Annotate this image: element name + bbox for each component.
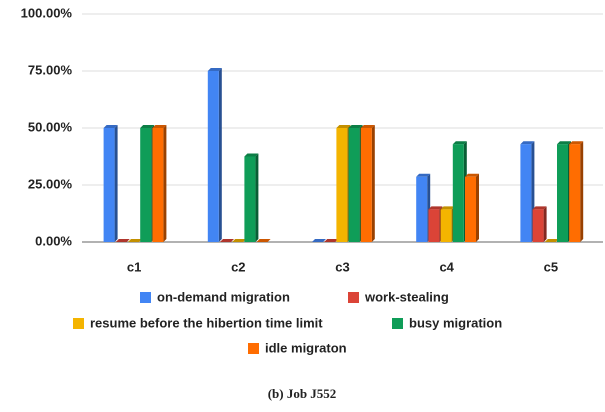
bar: [569, 144, 581, 242]
bar-top: [336, 125, 351, 128]
bar-top: [207, 68, 222, 71]
bar-top: [103, 125, 118, 128]
bar: [440, 209, 452, 242]
x-tick-label: c3: [335, 259, 349, 274]
y-tick-label: 50.00%: [28, 119, 73, 134]
bar: [520, 144, 532, 242]
bar-top: [544, 239, 559, 242]
bar: [428, 209, 440, 242]
bar-side: [543, 206, 547, 242]
bar-top: [244, 153, 259, 157]
bar-top: [465, 173, 479, 177]
bar-side: [580, 141, 584, 242]
legend-label: resume before the hibertion time limit: [90, 315, 323, 330]
bar: [152, 128, 164, 242]
bar: [465, 176, 476, 242]
y-tick-label: 25.00%: [28, 176, 73, 191]
legend-swatch: [73, 318, 84, 329]
y-tick-label: 0.00%: [35, 233, 72, 248]
bar-top: [440, 206, 455, 210]
bar-side: [371, 125, 375, 242]
x-tick-label: c5: [544, 259, 558, 274]
x-tick-label: c2: [231, 259, 245, 274]
bar-top: [348, 125, 363, 128]
bar: [348, 128, 360, 242]
bar: [244, 156, 256, 242]
bar-side: [163, 125, 167, 242]
bar-top: [452, 141, 467, 145]
caption: (b) Job J552: [268, 386, 337, 401]
bar-top: [324, 239, 339, 242]
bar: [452, 144, 464, 242]
legend-swatch: [348, 292, 359, 303]
bar-top: [140, 125, 155, 128]
legend-label: busy migration: [409, 315, 502, 330]
legend-swatch: [140, 292, 151, 303]
bar-top: [232, 239, 247, 242]
bar: [336, 128, 348, 242]
bar: [557, 144, 568, 242]
legend-label: work-stealing: [364, 289, 449, 304]
bar-top: [520, 141, 535, 145]
x-tick-label: c1: [127, 259, 141, 274]
bar: [360, 128, 372, 242]
bar-top: [152, 125, 167, 128]
bar-top: [532, 206, 547, 210]
x-tick-label: c4: [439, 259, 454, 274]
bar-top: [128, 239, 142, 242]
legend-swatch: [392, 318, 403, 329]
y-tick-label: 100.00%: [21, 5, 73, 20]
bar-top: [557, 141, 571, 145]
bar: [207, 71, 219, 242]
bar: [140, 128, 152, 242]
bar-side: [218, 68, 222, 242]
legend-label: on-demand migration: [157, 289, 290, 304]
bar-top: [569, 141, 584, 145]
bar: [416, 176, 428, 242]
bar-top: [115, 239, 130, 242]
bar-top: [220, 239, 234, 242]
bar-side: [114, 125, 118, 242]
bar: [103, 128, 115, 242]
bar-top: [428, 206, 443, 210]
bar-side: [255, 153, 259, 242]
legend-swatch: [248, 343, 259, 354]
y-tick-label: 75.00%: [28, 62, 73, 77]
bar-top: [256, 239, 271, 242]
bar-top: [360, 125, 375, 128]
bar-side: [476, 173, 479, 242]
bar-top: [416, 173, 431, 177]
bar-top: [312, 239, 326, 242]
legend-label: idle migraton: [265, 340, 347, 355]
bar: [532, 209, 544, 242]
